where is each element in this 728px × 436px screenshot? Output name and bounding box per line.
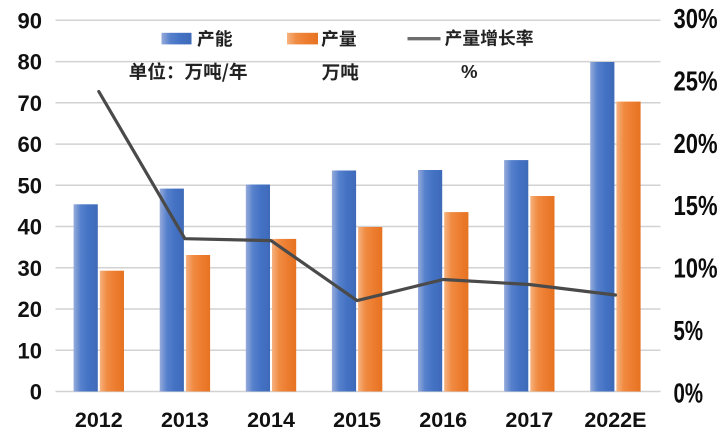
svg-text:25%: 25%: [674, 65, 718, 96]
svg-text:50: 50: [18, 173, 42, 198]
svg-text:2017: 2017: [505, 408, 553, 432]
svg-text:30: 30: [18, 256, 42, 281]
svg-text:2012: 2012: [75, 408, 123, 432]
svg-text:2016: 2016: [419, 408, 467, 432]
svg-text:10%: 10%: [674, 253, 718, 284]
svg-text:20%: 20%: [674, 128, 718, 159]
svg-text:%: %: [461, 61, 478, 82]
svg-text:10: 10: [18, 338, 42, 363]
svg-text:2015: 2015: [333, 408, 381, 432]
svg-text:70: 70: [18, 91, 42, 116]
svg-text:60: 60: [18, 132, 42, 157]
svg-text:40: 40: [18, 215, 42, 240]
svg-text:0: 0: [30, 380, 42, 405]
svg-text:80: 80: [18, 50, 42, 75]
svg-text:0%: 0%: [674, 377, 704, 408]
svg-text:2013: 2013: [161, 408, 209, 432]
svg-text:2014: 2014: [247, 408, 295, 432]
svg-text:20: 20: [18, 297, 42, 322]
svg-text:15%: 15%: [674, 190, 718, 221]
svg-text:30%: 30%: [674, 3, 718, 34]
svg-text:90: 90: [18, 8, 42, 33]
svg-text:5%: 5%: [674, 315, 704, 346]
svg-text:2022E: 2022E: [584, 408, 646, 432]
